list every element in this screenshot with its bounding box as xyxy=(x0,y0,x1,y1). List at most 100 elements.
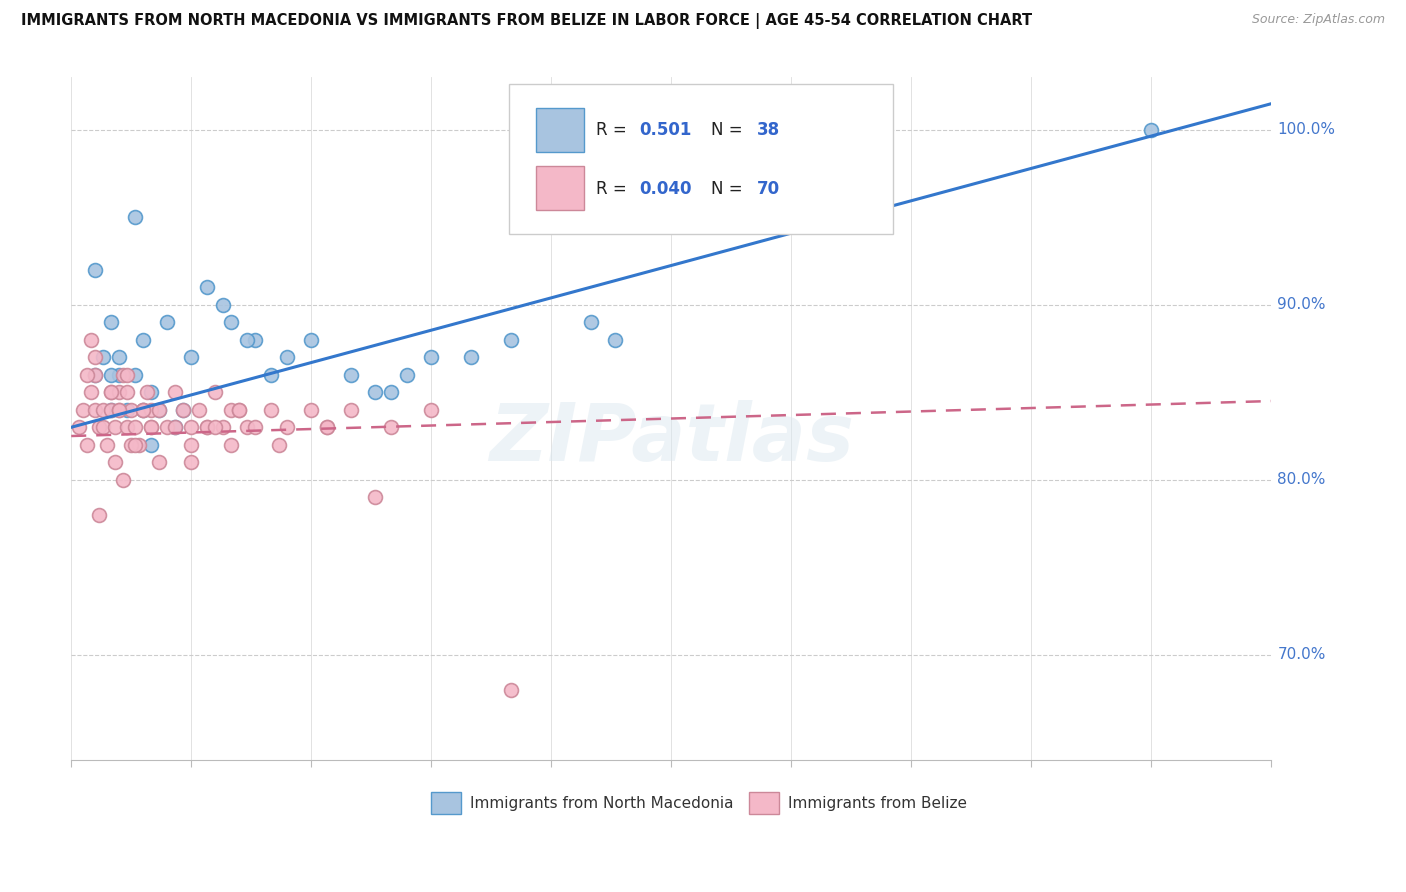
Point xyxy=(91,351,114,365)
Point xyxy=(120,438,142,452)
Point xyxy=(195,280,218,294)
Point xyxy=(204,420,226,434)
Point xyxy=(108,385,131,400)
Bar xyxy=(536,166,583,211)
Point xyxy=(141,402,163,417)
Point xyxy=(76,438,98,452)
Point xyxy=(136,385,159,400)
Point xyxy=(380,385,402,400)
Point xyxy=(219,315,242,329)
Point xyxy=(236,333,259,347)
Point xyxy=(501,682,523,697)
Point xyxy=(276,351,298,365)
Point xyxy=(172,402,194,417)
Point xyxy=(340,368,363,382)
Point xyxy=(112,473,135,487)
Point xyxy=(76,368,98,382)
Point xyxy=(156,420,179,434)
Point xyxy=(195,420,218,434)
FancyBboxPatch shape xyxy=(509,84,893,235)
Point xyxy=(84,351,107,365)
Text: Immigrants from Belize: Immigrants from Belize xyxy=(787,797,967,812)
Point xyxy=(84,368,107,382)
Point xyxy=(299,333,322,347)
Text: 90.0%: 90.0% xyxy=(1277,297,1326,312)
Point xyxy=(245,333,267,347)
Text: Source: ZipAtlas.com: Source: ZipAtlas.com xyxy=(1251,13,1385,27)
Text: N =: N = xyxy=(711,179,742,198)
Text: R =: R = xyxy=(596,121,631,139)
Point xyxy=(316,420,339,434)
Point xyxy=(141,385,163,400)
Point xyxy=(108,351,131,365)
Point xyxy=(112,368,135,382)
Point xyxy=(100,402,122,417)
Point xyxy=(228,402,250,417)
Point xyxy=(260,368,283,382)
Point xyxy=(316,420,339,434)
Point xyxy=(132,402,155,417)
Point xyxy=(117,402,139,417)
Point xyxy=(165,385,187,400)
Point xyxy=(124,438,146,452)
Point xyxy=(80,385,103,400)
Point xyxy=(89,508,111,522)
Point xyxy=(72,402,94,417)
Text: IMMIGRANTS FROM NORTH MACEDONIA VS IMMIGRANTS FROM BELIZE IN LABOR FORCE | AGE 4: IMMIGRANTS FROM NORTH MACEDONIA VS IMMIG… xyxy=(21,13,1032,29)
Text: 100.0%: 100.0% xyxy=(1277,122,1336,137)
Point xyxy=(148,455,170,469)
Point xyxy=(165,420,187,434)
Point xyxy=(89,420,111,434)
Point xyxy=(132,333,155,347)
Point xyxy=(141,438,163,452)
Point xyxy=(396,368,419,382)
Text: N =: N = xyxy=(711,121,742,139)
Text: 38: 38 xyxy=(756,121,779,139)
Point xyxy=(380,420,402,434)
Point xyxy=(420,351,443,365)
Point xyxy=(364,490,387,504)
Point xyxy=(100,402,122,417)
Point xyxy=(212,298,235,312)
Point xyxy=(581,315,603,329)
Point xyxy=(148,402,170,417)
Bar xyxy=(432,792,461,814)
Point xyxy=(180,420,202,434)
Point xyxy=(245,420,267,434)
Text: 70.0%: 70.0% xyxy=(1277,648,1326,662)
Point xyxy=(80,333,103,347)
Point xyxy=(420,402,443,417)
Point xyxy=(172,402,194,417)
Point xyxy=(364,385,387,400)
Point xyxy=(299,402,322,417)
Text: 70: 70 xyxy=(756,179,779,198)
Text: 0.040: 0.040 xyxy=(638,179,692,198)
Point xyxy=(124,211,146,225)
Point xyxy=(180,438,202,452)
Point xyxy=(100,385,122,400)
Point xyxy=(84,402,107,417)
Text: 0.501: 0.501 xyxy=(638,121,692,139)
Point xyxy=(219,402,242,417)
Text: 80.0%: 80.0% xyxy=(1277,472,1326,487)
Point xyxy=(260,402,283,417)
Point xyxy=(108,402,131,417)
Point xyxy=(117,420,139,434)
Point xyxy=(84,263,107,277)
Point xyxy=(188,402,211,417)
Point xyxy=(128,438,150,452)
Point xyxy=(195,420,218,434)
Point xyxy=(460,351,482,365)
Point xyxy=(117,385,139,400)
Point xyxy=(141,420,163,434)
Point xyxy=(605,333,627,347)
Point xyxy=(219,438,242,452)
Point xyxy=(148,402,170,417)
Point xyxy=(501,333,523,347)
Point xyxy=(141,420,163,434)
Point xyxy=(236,420,259,434)
Point xyxy=(124,368,146,382)
Text: ZIPatlas: ZIPatlas xyxy=(489,400,853,478)
Bar xyxy=(749,792,779,814)
Point xyxy=(91,420,114,434)
